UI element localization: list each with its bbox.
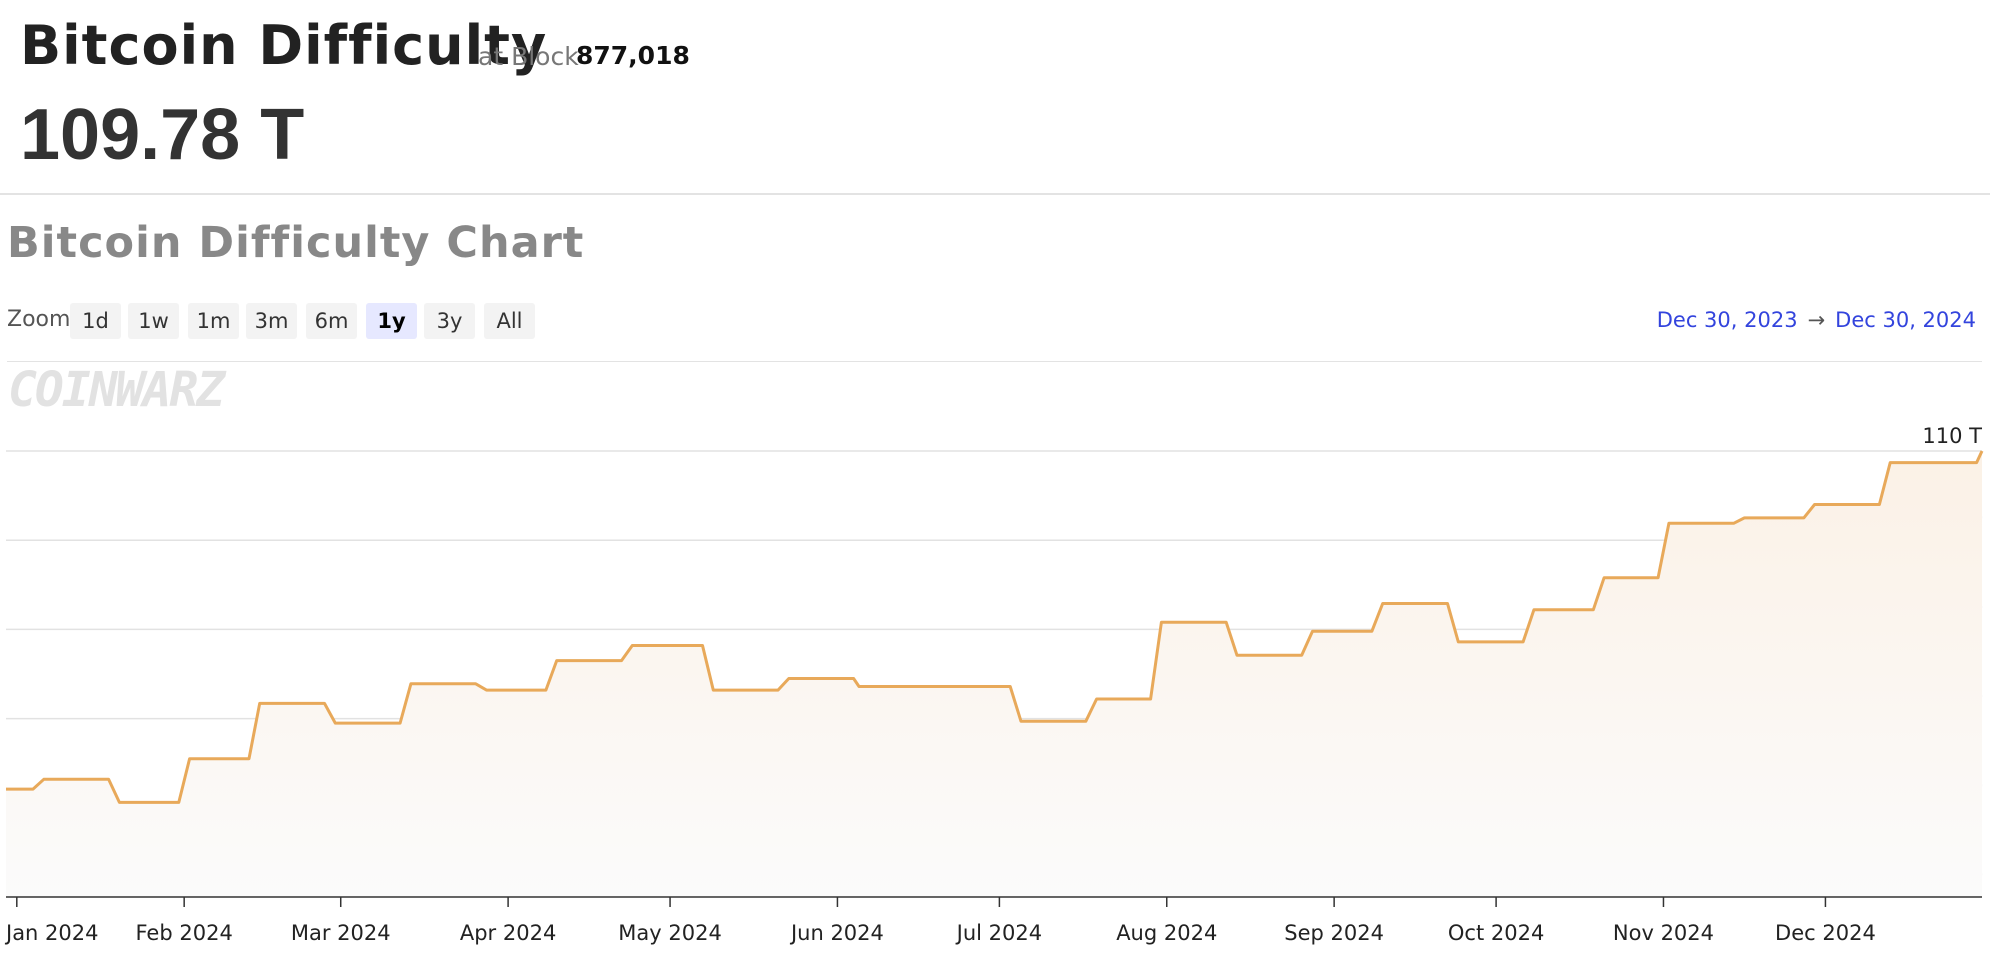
block-height: 877,018 [576, 41, 690, 70]
zoom-button[interactable]: 3y [424, 303, 475, 339]
x-tick-label: May 2024 [618, 921, 722, 945]
chart-heading: Bitcoin Difficulty Chart [7, 218, 585, 268]
area [6, 451, 1982, 897]
current-difficulty: 109.78 T [20, 95, 305, 175]
range-arrow: → [1807, 308, 1826, 332]
zoom-button[interactable]: 1m [188, 303, 239, 339]
chart-top-rule [7, 361, 1982, 362]
zoom-button[interactable]: 3m [246, 303, 297, 339]
x-tick-label: Nov 2024 [1613, 921, 1714, 945]
line [6, 450, 1984, 804]
x-tick-label: Feb 2024 [136, 921, 233, 945]
zoom-button[interactable]: 6m [306, 303, 357, 339]
separator [0, 193, 1990, 195]
x-tick-label: Apr 2024 [460, 921, 556, 945]
x-tick-label: Oct 2024 [1448, 921, 1544, 945]
y-tick-label: 110 T [1922, 424, 1982, 448]
zoom-button[interactable]: 1w [128, 303, 179, 339]
x-tick-label: Jun 2024 [789, 921, 884, 945]
zoom-label: Zoom [7, 307, 71, 332]
zoom-button[interactable]: 1y [366, 303, 417, 339]
date-range: Dec 30, 2023 → Dec 30, 2024 [1657, 308, 1976, 332]
x-tick-label: Jul 2024 [955, 921, 1042, 945]
range-start[interactable]: Dec 30, 2023 [1656, 308, 1798, 332]
x-tick-label: Sep 2024 [1284, 921, 1384, 945]
watermark-logo: COINWARZ [8, 362, 225, 418]
x-tick-label: Aug 2024 [1116, 921, 1217, 945]
x-tick-label: Dec 2024 [1775, 921, 1876, 945]
x-tick-label: Mar 2024 [291, 921, 391, 945]
page-title: Bitcoin Difficulty [20, 14, 548, 77]
at-block-label: at Block [478, 42, 579, 71]
zoom-button[interactable]: All [484, 303, 535, 339]
zoom-button[interactable]: 1d [70, 303, 121, 339]
x-tick-label: Jan 2024 [4, 921, 99, 945]
range-end[interactable]: Dec 30, 2024 [1835, 308, 1976, 332]
